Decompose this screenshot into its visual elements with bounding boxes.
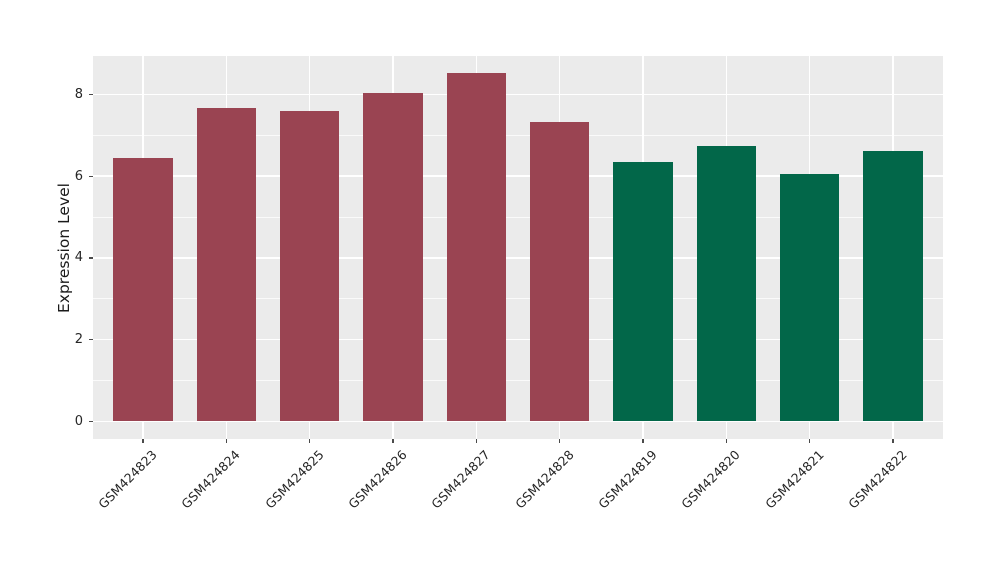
x-tick-label-text: GSM424822 bbox=[845, 447, 910, 512]
gridline-minor bbox=[93, 380, 943, 381]
x-tick bbox=[892, 439, 894, 443]
x-tick-label-text: GSM424819 bbox=[595, 447, 660, 512]
gridline-minor bbox=[93, 298, 943, 300]
y-tick bbox=[89, 420, 93, 422]
y-axis-title: Expression Level bbox=[55, 183, 73, 313]
y-tick bbox=[89, 93, 93, 95]
x-tick bbox=[559, 439, 561, 443]
x-tick-label-text: GSM424824 bbox=[178, 447, 243, 512]
y-tick bbox=[89, 175, 93, 177]
gridline-major bbox=[93, 175, 943, 177]
x-tick-label-text: GSM424827 bbox=[428, 447, 493, 512]
bar bbox=[196, 107, 256, 422]
y-tick-label: 6 bbox=[74, 168, 83, 184]
bar bbox=[280, 111, 340, 422]
bar bbox=[446, 73, 506, 422]
x-tick-label-text: GSM424820 bbox=[678, 447, 743, 512]
x-tick-label-text: GSM424821 bbox=[761, 447, 827, 512]
bar bbox=[113, 157, 173, 422]
y-tick bbox=[89, 257, 93, 259]
bar bbox=[363, 93, 423, 422]
y-tick-label: 2 bbox=[74, 332, 83, 348]
gridline-major bbox=[93, 257, 943, 259]
bar bbox=[530, 122, 590, 422]
x-tick bbox=[392, 439, 394, 443]
x-tick bbox=[142, 439, 144, 443]
x-tick bbox=[809, 439, 811, 443]
bar bbox=[863, 150, 923, 422]
x-tick bbox=[475, 439, 477, 443]
gridline-minor bbox=[93, 134, 943, 136]
y-tick-label: 0 bbox=[74, 413, 83, 429]
bar bbox=[780, 174, 840, 422]
x-tick-label-text: GSM424823 bbox=[95, 447, 160, 512]
x-tick bbox=[309, 439, 311, 443]
x-tick bbox=[725, 439, 727, 443]
x-tick-label-text: GSM424828 bbox=[511, 447, 577, 512]
gridline-minor bbox=[93, 216, 943, 218]
y-tick-label: 8 bbox=[74, 86, 83, 102]
gridline-major bbox=[93, 420, 943, 423]
y-tick-label: 4 bbox=[74, 250, 83, 266]
y-tick bbox=[89, 339, 93, 341]
bar bbox=[696, 145, 756, 422]
bar bbox=[613, 161, 673, 422]
gridline-major bbox=[93, 338, 943, 341]
x-tick-label-text: GSM424826 bbox=[345, 447, 410, 512]
x-tick bbox=[642, 439, 644, 443]
x-tick-label-text: GSM424825 bbox=[261, 447, 327, 512]
x-tick bbox=[225, 439, 227, 443]
gridline-major bbox=[93, 93, 943, 96]
